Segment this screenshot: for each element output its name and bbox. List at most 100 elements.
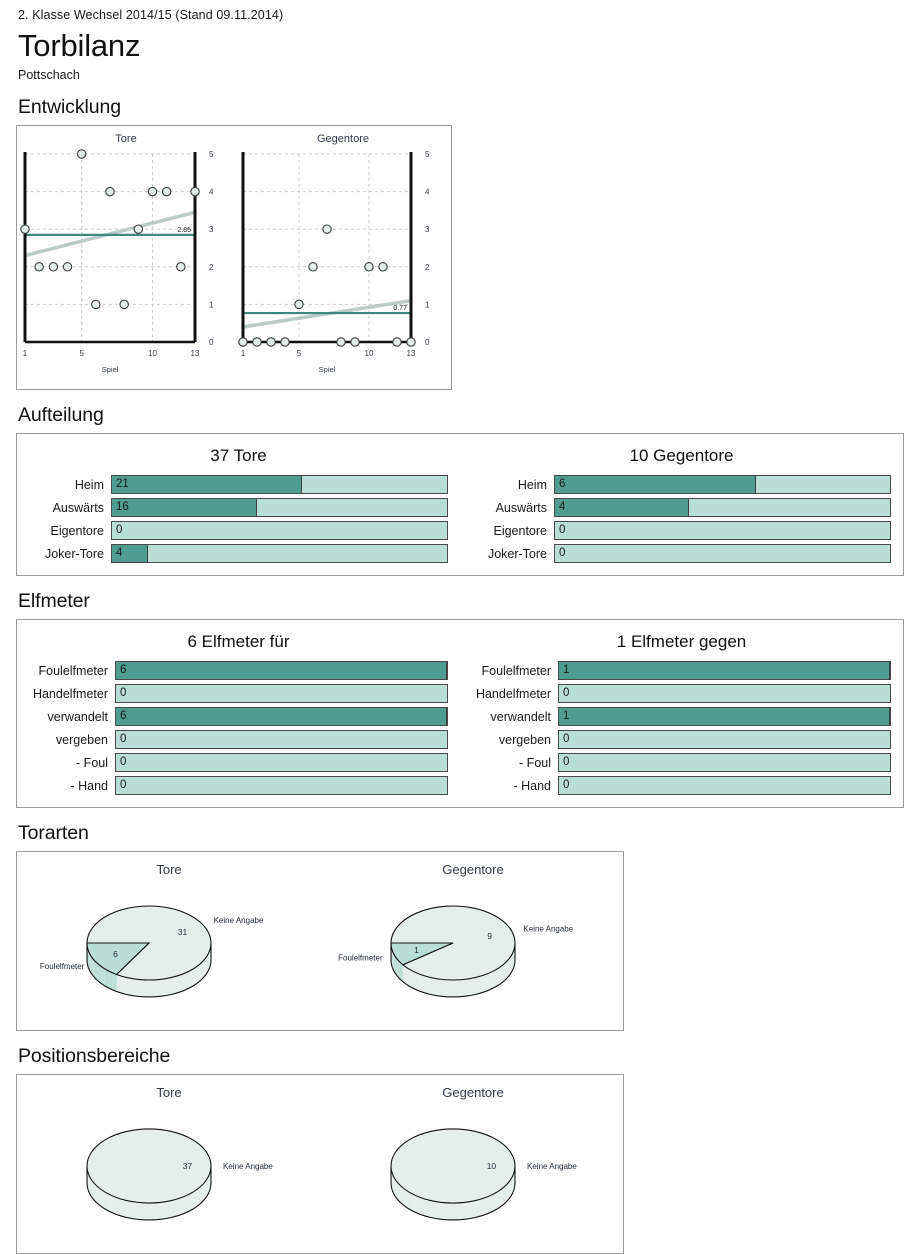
bar-value: 16 (116, 501, 129, 513)
svg-text:1: 1 (414, 945, 419, 955)
bar-group-title: 1 Elfmeter gegen (616, 632, 747, 651)
pie-chart-torarten-tore: Tore 31 Keine Angabe 6 Foulelfmeter (17, 852, 321, 1027)
aufteilung-panel: 37 Tore Heim 21 Auswärts 16 Eigentore 0 Joker-T… (16, 433, 904, 576)
bar-row: Eigentore 0 (472, 521, 891, 540)
entwicklung-panel: Tore 2.85 0 1 2 3 4 5 1 5 10 13 Spiel Gegentore 0.7… (16, 125, 452, 390)
pie-title-torarten-gegentore: Gegentore (442, 862, 504, 877)
bar-value: 0 (116, 524, 123, 536)
bar-value: 21 (116, 478, 129, 490)
svg-text:10: 10 (365, 349, 374, 358)
bar-track: 6 (115, 707, 448, 726)
bar-track: 0 (558, 776, 891, 795)
section-heading-elfmeter: Elfmeter (18, 590, 90, 612)
svg-text:2: 2 (425, 263, 430, 272)
bar-row-label: Auswärts (495, 500, 547, 515)
bar-track: 1 (558, 707, 891, 726)
bar-row: Joker-Tore 0 (472, 544, 891, 563)
bar-value: 6 (120, 710, 127, 722)
bar-fill (555, 499, 689, 516)
scatter-chart-tore: Tore 2.85 0 1 2 3 4 5 1 5 10 13 Spiel (17, 126, 235, 386)
bar-row-label: - Hand (513, 778, 551, 793)
bar-row-label: verwandelt (47, 709, 108, 724)
bar-row: Heim 6 (472, 475, 891, 494)
bar-row-label: Joker-Tore (44, 546, 104, 561)
bar-row-label: Heim (517, 477, 547, 492)
svg-text:13: 13 (407, 349, 416, 358)
bar-track: 1 (558, 661, 891, 680)
svg-text:5: 5 (209, 150, 214, 159)
bar-value: 1 (563, 710, 570, 722)
bar-group-title: 6 Elfmeter für (187, 632, 290, 651)
bar-group: 1 Elfmeter gegen Foulelfmeter 1 Handelfmete… (460, 620, 903, 807)
bar-row-label: Handelfmeter (475, 686, 551, 701)
bar-value: 1 (563, 664, 570, 676)
bar-row: Auswärts 4 (472, 498, 891, 517)
bar-row-label: Joker-Tore (487, 546, 547, 561)
pie-title-position-tore: Tore (156, 1085, 182, 1100)
svg-text:Foulelfmeter: Foulelfmeter (338, 954, 383, 963)
bar-row-label: Heim (74, 477, 104, 492)
bar-group: 37 Tore Heim 21 Auswärts 16 Eigentore 0 Joker-T… (17, 434, 460, 575)
svg-text:Foulelfmeter: Foulelfmeter (40, 962, 85, 971)
bar-track: 0 (115, 684, 448, 703)
bar-track: 0 (115, 776, 448, 795)
bar-value: 6 (559, 478, 566, 490)
bar-fill (559, 708, 890, 725)
pie-chart-position-gegentore: Gegentore 10 Keine Angabe (321, 1075, 625, 1250)
bar-group: 6 Elfmeter für Foulelfmeter 6 Handelfmeter 0… (17, 620, 460, 807)
svg-text:1: 1 (23, 349, 28, 358)
bar-fill (112, 476, 303, 493)
svg-text:Keine Angabe: Keine Angabe (527, 1162, 577, 1171)
bar-row: Auswärts 16 (29, 498, 448, 517)
svg-text:1: 1 (241, 349, 246, 358)
bar-group-title: 37 Tore (210, 446, 267, 465)
pie-svg-position-gegentore: 10 Keine Angabe (390, 1128, 577, 1221)
positionsbereiche-panel: Tore 37 Keine Angabe Gegentore 10 Keine An… (16, 1074, 624, 1254)
bar-row-label: - Hand (70, 778, 108, 793)
pie-title-position-gegentore: Gegentore (442, 1085, 504, 1100)
bar-row: Handelfmeter 0 (29, 684, 448, 703)
bar-value: 0 (120, 733, 127, 745)
bar-group: 10 Gegentore Heim 6 Auswärts 4 Eigentore 0 Joke… (460, 434, 903, 575)
pie-svg-position-tore: 37 Keine Angabe (86, 1128, 273, 1221)
svg-text:0: 0 (425, 338, 430, 347)
bar-row: - Foul 0 (29, 753, 448, 772)
bar-track: 6 (115, 661, 448, 680)
svg-text:3: 3 (425, 225, 430, 234)
svg-text:5: 5 (425, 150, 430, 159)
bar-row-label: Eigentore (50, 523, 104, 538)
bar-value: 0 (563, 756, 570, 768)
bar-row: vergeben 0 (29, 730, 448, 749)
pie-chart-position-tore: Tore 37 Keine Angabe (17, 1075, 321, 1250)
aufteilung-bar-groups: 37 Tore Heim 21 Auswärts 16 Eigentore 0 Joker-T… (17, 434, 903, 575)
svg-text:31: 31 (178, 927, 188, 937)
scatter-title-tore: Tore (115, 133, 137, 145)
scatter-svg-gegentore: 0.77 0 1 2 3 4 5 1 5 10 13 Spiel (238, 150, 430, 374)
section-heading-aufteilung: Aufteilung (18, 404, 104, 426)
bar-track: 0 (558, 684, 891, 703)
bar-row-label: vergeben (55, 732, 108, 747)
svg-text:5: 5 (79, 349, 84, 358)
svg-text:1: 1 (209, 300, 214, 309)
bar-value: 0 (563, 779, 570, 791)
bar-fill (559, 662, 890, 679)
pie-svg-torarten-gegentore: 9 Keine Angabe 1 Foulelfmeter (338, 905, 574, 998)
page-title: Torbilanz (18, 28, 141, 63)
bar-track: 0 (554, 521, 891, 540)
bar-fill (112, 499, 257, 516)
svg-text:5: 5 (297, 349, 302, 358)
bar-row: verwandelt 6 (29, 707, 448, 726)
svg-text:9: 9 (487, 931, 492, 941)
bar-track: 21 (111, 475, 448, 494)
bar-track: 4 (111, 544, 448, 563)
bar-row: Joker-Tore 4 (29, 544, 448, 563)
torarten-panel: Tore 31 Keine Angabe 6 Foulelfmeter Gegento… (16, 851, 624, 1031)
bar-track: 0 (558, 753, 891, 772)
bar-value: 0 (559, 547, 566, 559)
svg-text:13: 13 (191, 349, 200, 358)
bar-row-label: verwandelt (490, 709, 551, 724)
svg-text:10: 10 (487, 1161, 497, 1171)
bar-track: 16 (111, 498, 448, 517)
bar-value: 0 (120, 779, 127, 791)
bar-row: Heim 21 (29, 475, 448, 494)
